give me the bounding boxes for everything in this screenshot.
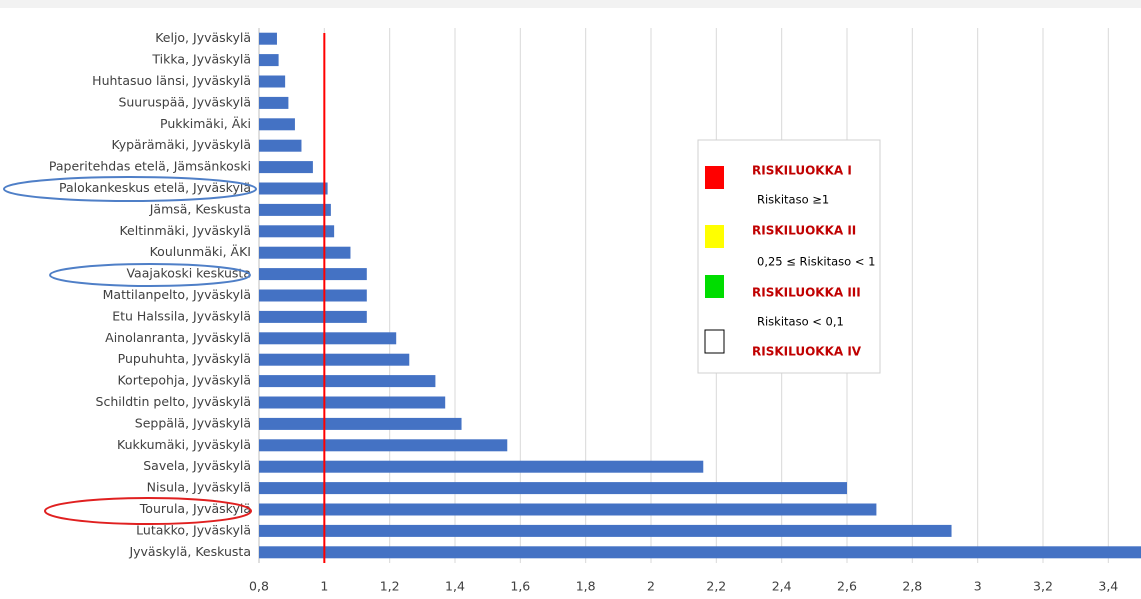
x-tick-label: 2,2 — [706, 579, 726, 594]
legend-swatch — [705, 225, 724, 248]
y-tick-label: Jämsä, Keskusta — [149, 201, 251, 216]
legend-swatch — [705, 275, 724, 298]
legend-swatch — [704, 329, 725, 354]
bar — [259, 75, 286, 88]
y-tick-label: Nisula, Jyväskylä — [147, 480, 251, 495]
bar — [259, 246, 351, 259]
legend-description: 0,25 ≤ Riskitaso < 1 — [757, 255, 875, 269]
bar — [259, 310, 367, 323]
bar — [259, 460, 704, 473]
y-tick-label: Ainolanranta, Jyväskylä — [105, 330, 251, 345]
bar — [259, 54, 279, 67]
x-tick-label: 2,8 — [902, 579, 922, 594]
legend-box — [697, 139, 881, 374]
y-tick-label: Tikka, Jyväskylä — [151, 52, 251, 67]
bar — [259, 32, 277, 45]
y-tick-label: Savela, Jyväskylä — [143, 458, 251, 473]
y-tick-label: Keljo, Jyväskylä — [155, 30, 251, 45]
bar — [259, 268, 367, 281]
legend-description: Riskitaso ≥1 — [757, 193, 829, 207]
legend-swatch — [705, 166, 724, 189]
y-tick-label: Huhtasuo länsi, Jyväskylä — [92, 73, 251, 88]
y-tick-label: Koulunmäki, ÄKI — [150, 244, 251, 259]
y-tick-label: Etu Halssila, Jyväskylä — [112, 308, 251, 323]
bar — [259, 439, 508, 452]
y-tick-label: Keltinmäki, Jyväskylä — [119, 223, 251, 238]
bar — [259, 524, 952, 537]
bar — [259, 118, 295, 131]
bar — [259, 546, 1141, 559]
y-tick-label: Schildtin pelto, Jyväskylä — [96, 394, 251, 409]
x-tick-label: 1,6 — [510, 579, 530, 594]
x-tick-label: 3 — [974, 579, 982, 594]
x-tick-label: 1,2 — [380, 579, 400, 594]
legend-name: RISKILUOKKA III — [752, 286, 861, 300]
y-tick-label: Paperitehdas etelä, Jämsänkoski — [49, 159, 251, 174]
y-tick-label: Kypärämäki, Jyväskylä — [111, 137, 251, 152]
x-tick-label: 3,4 — [1098, 579, 1118, 594]
bar — [259, 139, 302, 152]
bar — [259, 289, 367, 302]
y-tick-label: Mattilanpelto, Jyväskylä — [103, 287, 251, 302]
x-tick-label: 1 — [320, 579, 328, 594]
highlight-ellipse — [49, 263, 251, 287]
y-tick-label: Pukkimäki, Äki — [160, 116, 251, 131]
x-tick-label: 2,4 — [772, 579, 792, 594]
bar — [259, 353, 410, 366]
y-tick-label: Seppälä, Jyväskylä — [135, 415, 251, 430]
legend-description: Riskitaso < 0,1 — [757, 315, 844, 329]
bar — [259, 396, 446, 409]
x-tick-label: 2 — [647, 579, 655, 594]
y-tick-label: Kortepohja, Jyväskylä — [117, 373, 251, 388]
y-tick-label: Palokankeskus etelä, Jyväskylä — [59, 180, 251, 195]
bar — [259, 332, 397, 345]
y-tick-label: Pupuhuhta, Jyväskylä — [118, 351, 251, 366]
y-tick-label: Suuruspää, Jyväskylä — [118, 94, 251, 109]
y-tick-label: Tourula, Jyväskylä — [139, 501, 251, 516]
y-tick-label: Lutakko, Jyväskylä — [136, 522, 251, 537]
bar — [259, 161, 313, 174]
x-tick-label: 1,4 — [445, 579, 465, 594]
bar — [259, 182, 328, 195]
legend-name: RISKILUOKKA I — [752, 164, 852, 178]
highlight-ellipse — [3, 176, 257, 202]
plot: 0,8 1 1,2 1,4 1,6 1,8 2 2,2 2,4 2,6 2,8 3 3,2 3,4 Kelj… — [49, 28, 1141, 594]
bar — [259, 417, 462, 430]
x-tick-label: 0,8 — [249, 579, 269, 594]
x-tick-label: 1,8 — [576, 579, 596, 594]
bar — [259, 375, 436, 388]
bar — [259, 225, 335, 238]
legend-name: RISKILUOKKA IV — [752, 345, 862, 359]
x-tick-label: 3,2 — [1033, 579, 1053, 594]
bar — [259, 96, 289, 109]
y-tick-label: Jyväskylä, Keskusta — [128, 544, 251, 559]
bar — [259, 503, 877, 516]
legend-name: RISKILUOKKA II — [752, 224, 856, 238]
cut-off-strip — [0, 0, 1141, 8]
bar — [259, 203, 331, 216]
x-tick-label: 2,6 — [837, 579, 857, 594]
highlight-ellipse — [44, 497, 252, 525]
y-tick-label: Vaajakoski keskusta — [126, 266, 251, 281]
bar — [259, 482, 847, 495]
y-tick-label: Kukkumäki, Jyväskylä — [117, 437, 251, 452]
legend: RISKILUOKKA I Riskitaso ≥1 RISKILUOKKA II 0… — [704, 164, 875, 359]
